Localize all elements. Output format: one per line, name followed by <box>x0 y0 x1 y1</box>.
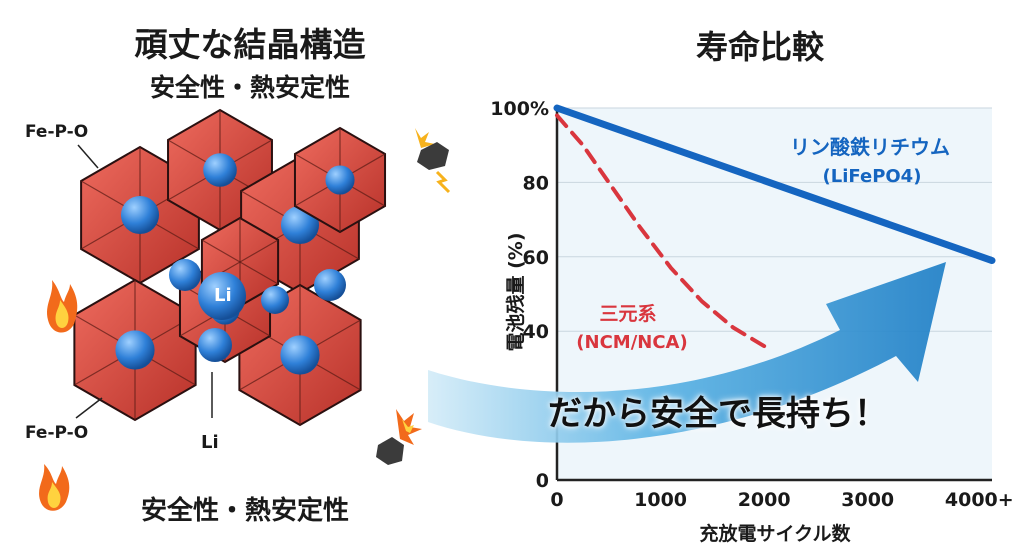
crystal-subtitle: 安全性・熱安定性 <box>149 73 350 102</box>
rock-spark-icon-bottom <box>376 409 422 465</box>
summary-banner: だから安全で長持ち！ <box>548 394 888 434</box>
improvement-arrow <box>428 262 946 443</box>
li-ion <box>261 286 289 314</box>
x-tick-label: 2000 <box>738 489 791 511</box>
series-label-ncm-formula: (NCM/NCA) <box>576 332 687 353</box>
label-fe-p-o-bottom: Fe-P-O <box>25 423 89 443</box>
label-li-center: Li <box>214 285 232 306</box>
x-tick-label: 0 <box>550 489 563 511</box>
li-ion <box>325 165 355 195</box>
li-ion <box>120 195 160 235</box>
li-ion <box>115 330 155 370</box>
crystal-title: 頑丈な結晶構造 <box>134 25 366 64</box>
li-ion <box>203 153 237 187</box>
li-ion <box>169 259 201 291</box>
y-tick-label: 40 <box>523 321 549 343</box>
y-tick-label: 0 <box>536 470 549 492</box>
fire-icon-top <box>47 280 78 333</box>
chart-x-axis-label: 充放電サイクル数 <box>699 522 851 545</box>
li-ion <box>280 335 320 375</box>
y-tick-label: 60 <box>523 247 549 269</box>
series-label-lfp-formula: (LiFePO4) <box>823 166 922 187</box>
li-ion <box>198 328 232 362</box>
x-tick-label: 3000 <box>841 489 894 511</box>
series-line-ncm <box>555 113 767 349</box>
series-line-lfp <box>553 104 996 265</box>
label-li-bottom: Li <box>201 432 219 453</box>
chart-y-axis-label: 電池残量 (%) <box>504 232 527 351</box>
x-tick-label: 1000 <box>634 489 687 511</box>
li-ion <box>314 269 346 301</box>
chart-title: 寿命比較 <box>695 28 824 66</box>
fire-icon-bottom <box>39 464 70 511</box>
rock-spark-icon-top <box>415 128 451 194</box>
y-tick-label: 100% <box>490 98 549 120</box>
series-label-ncm: 三元系 <box>599 303 656 325</box>
y-tick-label: 80 <box>523 172 549 194</box>
x-tick-label: 4000+ <box>945 489 1014 511</box>
li-ion <box>198 272 246 320</box>
crystal-caption: 安全性・熱安定性 <box>140 496 349 526</box>
label-fe-p-o-top: Fe-P-O <box>25 122 89 142</box>
series-label-lfp: リン酸鉄リチウム <box>790 135 950 159</box>
